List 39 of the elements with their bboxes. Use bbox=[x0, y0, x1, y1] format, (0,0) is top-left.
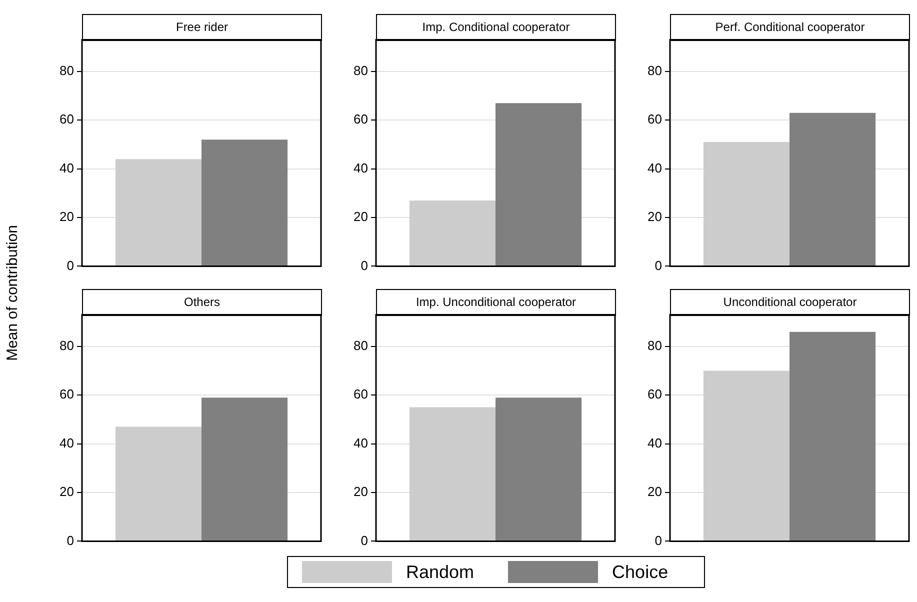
y-tick-label: 0 bbox=[66, 258, 74, 273]
y-axis-title: Mean of contribution bbox=[4, 224, 21, 360]
y-tick-label: 20 bbox=[648, 484, 662, 500]
y-tick-label: 20 bbox=[354, 209, 368, 224]
y-tick-label: 40 bbox=[354, 160, 368, 176]
y-tick-label: 0 bbox=[360, 258, 368, 273]
y-tick-label: 80 bbox=[60, 338, 74, 354]
y-tick-label: 80 bbox=[354, 338, 368, 354]
y-tick-label: 40 bbox=[354, 436, 368, 451]
y-tick-label: 20 bbox=[648, 209, 662, 224]
y-tick-label: 60 bbox=[354, 386, 368, 402]
y-tick-label: 40 bbox=[648, 436, 662, 451]
legend-label: Random bbox=[406, 562, 474, 582]
chart-title: Free rider bbox=[82, 14, 322, 41]
chart-title: Perf. Conditional cooperator bbox=[670, 14, 910, 41]
y-tick-label: 80 bbox=[648, 63, 662, 78]
legend-label: Choice bbox=[612, 562, 668, 582]
y-tick-label: 0 bbox=[360, 532, 368, 548]
chart-title: Imp. Conditional cooperator bbox=[376, 14, 616, 41]
y-tick-label: 60 bbox=[354, 112, 368, 127]
y-tick-label: 60 bbox=[648, 112, 662, 127]
y-tick-label: 40 bbox=[60, 160, 74, 176]
y-tick-label: 20 bbox=[60, 484, 74, 500]
chart-title: Others bbox=[82, 289, 322, 316]
y-tick-label: 40 bbox=[648, 160, 662, 176]
y-tick-label: 0 bbox=[66, 532, 74, 548]
y-tick-label: 20 bbox=[354, 484, 368, 500]
y-tick-label: 0 bbox=[654, 532, 662, 548]
chart-title: Unconditional cooperator bbox=[670, 289, 910, 316]
chart-title: Imp. Unconditional cooperator bbox=[376, 289, 616, 316]
y-tick-label: 80 bbox=[354, 63, 368, 78]
y-tick-label: 60 bbox=[648, 386, 662, 402]
y-tick-label: 60 bbox=[60, 386, 74, 402]
y-tick-label: 60 bbox=[60, 112, 74, 127]
y-tick-label: 80 bbox=[648, 338, 662, 354]
y-tick-label: 80 bbox=[60, 63, 74, 78]
y-tick-label: 20 bbox=[60, 209, 74, 224]
y-tick-label: 40 bbox=[60, 436, 74, 451]
y-tick-label: 0 bbox=[654, 258, 662, 273]
